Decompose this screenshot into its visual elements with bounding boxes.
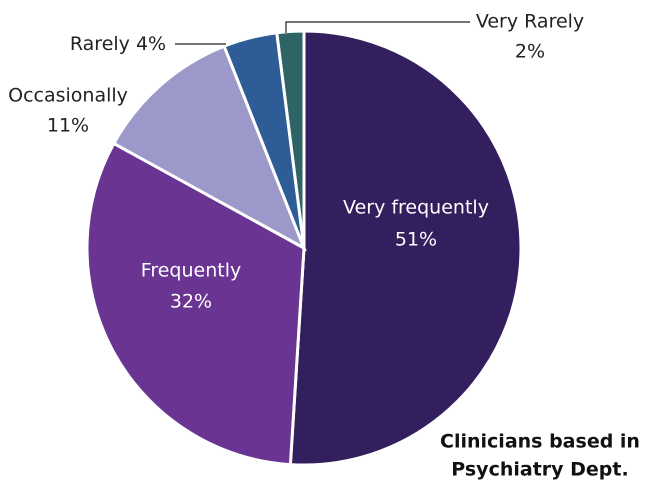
value-label: 32% bbox=[170, 291, 212, 313]
value-label: 2% bbox=[515, 41, 545, 63]
category-label: Very Rarely bbox=[476, 11, 584, 33]
value-label: 51% bbox=[395, 229, 437, 251]
pie-slice bbox=[275, 29, 306, 249]
value-label: 4% bbox=[136, 33, 166, 55]
category-label: Very frequently bbox=[343, 197, 489, 219]
slice-label: Rarely 4% bbox=[70, 33, 166, 55]
annotation: Clinicians based in bbox=[440, 431, 640, 453]
pie-slice bbox=[85, 141, 306, 467]
category-label: Occasionally bbox=[8, 85, 128, 107]
leader-line bbox=[285, 21, 470, 33]
annotation: Psychiatry Dept. bbox=[451, 459, 628, 481]
category-label: Rarely bbox=[70, 33, 130, 55]
category-label: Frequently bbox=[141, 260, 241, 282]
value-label: 11% bbox=[47, 115, 89, 137]
pie-slice bbox=[288, 29, 523, 467]
pie-slice bbox=[111, 44, 307, 252]
